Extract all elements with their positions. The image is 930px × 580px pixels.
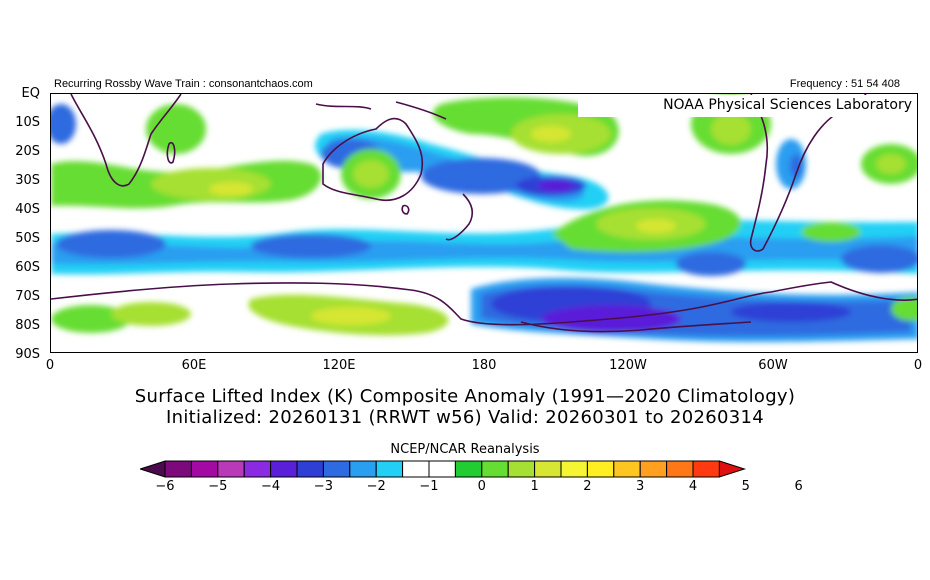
colorbar bbox=[140, 460, 747, 478]
colorbar-swatch bbox=[402, 460, 430, 478]
colorbar-tick-label: −3 bbox=[313, 479, 333, 494]
lat-label: 80S bbox=[15, 318, 40, 333]
colorbar-swatch bbox=[507, 460, 536, 478]
colorbar-tick-label: 4 bbox=[688, 479, 698, 494]
lat-label: 10S bbox=[15, 115, 40, 130]
colorbar-tick-label: −6 bbox=[155, 479, 175, 494]
colorbar-swatch bbox=[217, 460, 245, 478]
colorbar-swatch bbox=[692, 460, 720, 478]
lon-label: 180 bbox=[471, 358, 497, 373]
colorbar-swatch bbox=[375, 460, 404, 478]
lon-label: 60W bbox=[758, 358, 788, 373]
lat-label: 90S bbox=[15, 347, 40, 362]
colorbar-swatch bbox=[349, 460, 377, 478]
lon-label: 120W bbox=[609, 358, 647, 373]
lon-label: 0 bbox=[45, 358, 55, 373]
lat-label: EQ bbox=[21, 86, 40, 101]
colorbar-swatch bbox=[586, 460, 615, 478]
lat-label: 40S bbox=[15, 202, 40, 217]
anomaly-map bbox=[50, 93, 918, 353]
lat-label: 20S bbox=[15, 144, 40, 159]
lon-label: 60E bbox=[181, 358, 207, 373]
colorbar-swatch bbox=[296, 460, 324, 478]
colorbar-arrow-left bbox=[140, 460, 166, 478]
colorbar-tick-label: 2 bbox=[583, 479, 592, 494]
colorbar-swatch bbox=[164, 460, 192, 478]
header-left: Recurring Rossby Wave Train : consonantc… bbox=[54, 78, 313, 90]
lon-label: 120E bbox=[322, 358, 356, 373]
colorbar-swatch bbox=[243, 460, 272, 478]
header-right: Frequency : 51 54 408 bbox=[789, 78, 900, 90]
colorbar-swatch bbox=[534, 460, 562, 478]
colorbar-tick-label: 5 bbox=[741, 479, 750, 494]
colorbar-tick-label: 1 bbox=[530, 479, 539, 494]
colorbar-tick-label: −1 bbox=[419, 479, 439, 494]
map-subtitle: Initialized: 20260131 (RRWT w56) Valid: … bbox=[166, 407, 764, 428]
map-title: Surface Lifted Index (K) Composite Anoma… bbox=[134, 386, 796, 407]
colorbar-swatch bbox=[613, 460, 641, 478]
colorbar-tick-label: −5 bbox=[208, 479, 228, 494]
anomaly-contours bbox=[51, 94, 917, 343]
colorbar-title: NCEP/NCAR Reanalysis bbox=[390, 442, 540, 457]
colorbar-tick-label: −4 bbox=[261, 479, 281, 494]
colorbar-tick-label: 6 bbox=[794, 479, 803, 494]
colorbar-tick-label: −2 bbox=[366, 479, 386, 494]
colorbar-swatch bbox=[666, 460, 694, 478]
lat-label: 70S bbox=[15, 289, 40, 304]
colorbar-swatch bbox=[481, 460, 509, 478]
colorbar-arrow-right bbox=[718, 460, 747, 478]
lat-label: 50S bbox=[15, 231, 40, 246]
lon-label: 0 bbox=[913, 358, 923, 373]
map-canvas bbox=[51, 94, 917, 343]
colorbar-swatch bbox=[560, 460, 588, 478]
colorbar-swatch bbox=[454, 460, 483, 478]
colorbar-swatch bbox=[190, 460, 219, 478]
colorbar-tick-label: 0 bbox=[477, 479, 486, 494]
colorbar-tick-label: 3 bbox=[636, 479, 645, 494]
credit-label: NOAA Physical Sciences Laboratory bbox=[578, 95, 916, 117]
lat-label: 30S bbox=[15, 173, 40, 188]
colorbar-swatch bbox=[270, 460, 298, 478]
colorbar-swatch bbox=[428, 460, 456, 478]
colorbar-swatch bbox=[639, 460, 668, 478]
colorbar-swatch bbox=[322, 460, 351, 478]
lat-label: 60S bbox=[15, 260, 40, 275]
